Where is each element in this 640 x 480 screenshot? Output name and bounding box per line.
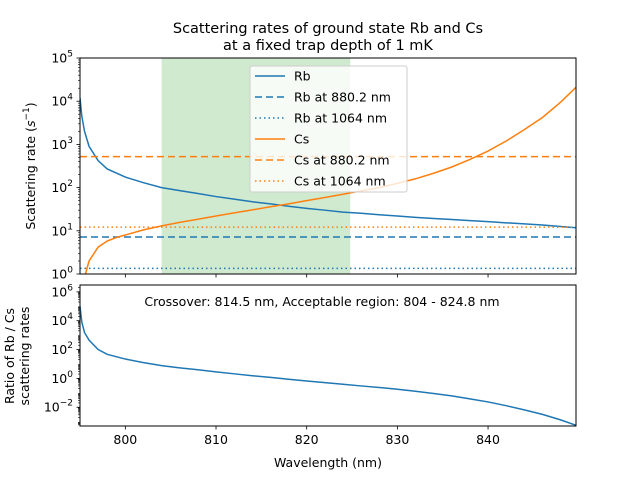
chart-title: Scattering rates of ground state Rb and … bbox=[173, 21, 483, 37]
series-cs bbox=[84, 86, 576, 274]
legend-label-cs: Cs bbox=[294, 132, 309, 147]
x-axis-label: Wavelength (nm) bbox=[274, 455, 382, 470]
legend-label-cs-at-1064-nm: Cs at 1064 nm bbox=[294, 174, 386, 189]
y-tick-label: 104 bbox=[51, 312, 73, 328]
legend-box bbox=[249, 65, 408, 193]
y-tick-label: 104 bbox=[51, 93, 73, 109]
y-tick-label: 102 bbox=[51, 179, 73, 195]
x-tick-label: 800 bbox=[113, 432, 137, 447]
bottom-y-axis-label-line2: scattering rates bbox=[17, 307, 32, 406]
bottom-y-axis-label-line1: Ratio of Rb / Cs bbox=[2, 308, 17, 404]
x-tick-label: 840 bbox=[476, 432, 500, 447]
x-tick-label: 820 bbox=[295, 432, 319, 447]
bottom-plot: 10−2 100 102 104 106 800 810 820 830 840 Crossov… bbox=[2, 283, 577, 470]
y-tick-label: 102 bbox=[51, 341, 73, 357]
legend-label-cs-at-880-2-nm: Cs at 880.2 nm bbox=[294, 153, 390, 168]
series-rb-cs bbox=[80, 306, 576, 426]
y-tick-label: 100 bbox=[51, 370, 73, 386]
y-tick-label: 103 bbox=[51, 136, 73, 152]
y-tick-label: 101 bbox=[51, 222, 73, 238]
chart-subtitle: at a fixed trap depth of 1 mK bbox=[223, 38, 433, 54]
y-tick-label: 105 bbox=[51, 50, 73, 66]
legend: Rb Rb at 880.2 nm Rb at 1064 nm Cs Cs at 880… bbox=[249, 65, 408, 193]
legend-label-rb: Rb bbox=[294, 69, 311, 84]
series-rb bbox=[80, 97, 576, 229]
x-tick-label: 830 bbox=[385, 432, 409, 447]
y-tick-label: 10−2 bbox=[44, 399, 73, 415]
legend-label-rb-at-1064-nm: Rb at 1064 nm bbox=[294, 111, 387, 126]
crossover-annotation: Crossover: 814.5 nm, Acceptable region: … bbox=[144, 294, 499, 309]
top-axes-frame bbox=[79, 57, 577, 275]
y-tick-label: 100 bbox=[51, 266, 73, 282]
x-tick-label: 810 bbox=[204, 432, 228, 447]
top-y-axis-label: Scattering rate (s−1) bbox=[22, 102, 38, 229]
y-tick-label: 106 bbox=[51, 283, 73, 299]
legend-label-rb-at-880-2-nm: Rb at 880.2 nm bbox=[294, 90, 391, 105]
